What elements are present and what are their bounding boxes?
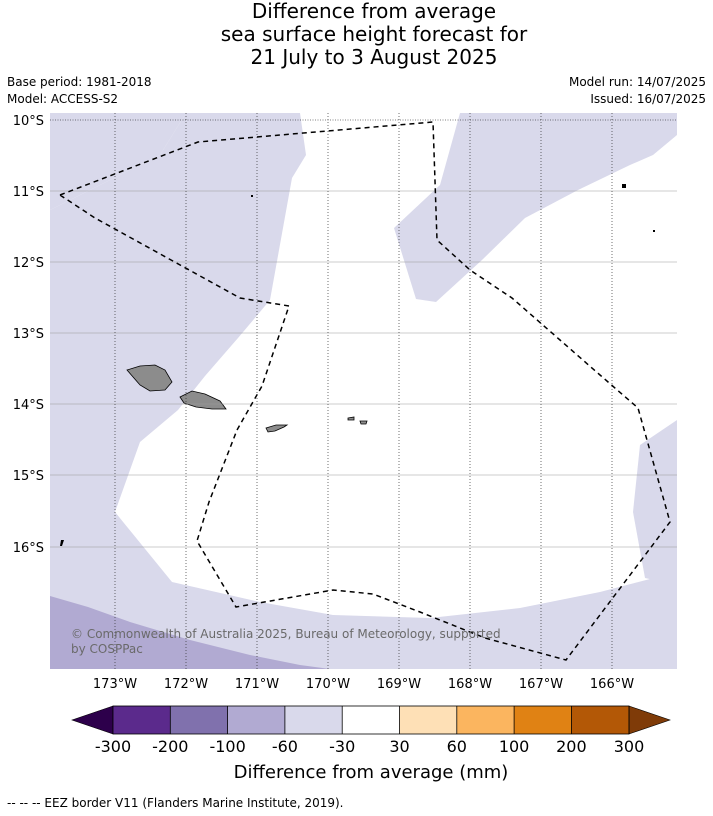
colorbar-segment — [456, 706, 515, 734]
latitude-labels: 10°S 11°S 12°S 13°S 14°S 15°S 16°S — [13, 114, 44, 556]
colorbar-segment — [571, 706, 629, 734]
colorbar-label: Difference from average (mm) — [234, 762, 509, 783]
colorbar-segment — [514, 706, 572, 734]
map-title: Difference from average sea surface heig… — [0, 0, 713, 69]
anomaly-region-west — [50, 113, 186, 210]
model-name: Model: ACCESS-S2 — [7, 92, 119, 106]
lon-label: 166°W — [590, 677, 634, 692]
colorbar-tick: -200 — [152, 737, 188, 756]
island-tutuila — [265, 424, 289, 433]
anomaly-region-northeast — [394, 113, 677, 302]
map-area: © Commonwealth of Australia 2025, Bureau… — [50, 113, 677, 669]
lon-label: 169°W — [377, 677, 421, 692]
lat-label: 16°S — [13, 541, 44, 556]
lon-label: 168°W — [448, 677, 492, 692]
lat-label: 13°S — [13, 327, 44, 342]
island-upolu — [179, 390, 227, 410]
eez-border — [59, 121, 671, 661]
colorbar-segment — [342, 706, 400, 734]
anomaly-region-south — [50, 596, 330, 669]
colorbar: -300 -200 -100 -60 -30 30 60 100 200 300… — [71, 705, 671, 783]
base-period: Base period: 1981-2018 — [7, 75, 152, 89]
lat-label: 12°S — [13, 256, 44, 271]
colorbar-tick: 200 — [556, 737, 587, 756]
model-run: Model run: 14/07/2025 — [568, 75, 706, 89]
colorbar-tick: -30 — [329, 737, 355, 756]
title-line-2: sea surface height forecast for — [220, 22, 528, 46]
title-line-1: Difference from average — [251, 0, 497, 23]
lon-label: 167°W — [519, 677, 563, 692]
colorbar-tick: 30 — [389, 737, 409, 756]
lat-label: 10°S — [13, 114, 44, 129]
colorbar-segment — [284, 706, 343, 734]
lat-label: 14°S — [13, 398, 44, 413]
colorbar-segment — [113, 706, 171, 734]
colorbar-tick: 100 — [499, 737, 530, 756]
meta-right: Model run: 14/07/2025 Issued: 16/07/2025 — [569, 74, 706, 108]
eez-footnote: -- -- -- EEZ border V11 (Flanders Marine… — [7, 796, 344, 810]
colorbar-high-extend — [628, 705, 671, 735]
colorbar-tick: 300 — [614, 737, 645, 756]
colorbar-low-extend — [71, 705, 114, 735]
lon-label: 173°W — [93, 677, 137, 692]
island-manua-2 — [359, 420, 368, 425]
lat-label: 15°S — [13, 469, 44, 484]
lon-label: 170°W — [306, 677, 350, 692]
colorbar-ticks: -300 -200 -100 -60 -30 30 60 100 200 300 — [95, 737, 644, 756]
anomaly-region-east — [633, 420, 677, 585]
issued-date: Issued: 16/07/2025 — [590, 92, 706, 106]
colorbar-tick: 60 — [447, 737, 467, 756]
latitude-gridlines — [50, 119, 677, 548]
colorbar-segment — [399, 706, 457, 734]
colorbar-segment — [170, 706, 228, 734]
longitude-labels: 173°W 172°W 171°W 170°W 169°W 168°W 167°… — [93, 677, 634, 692]
colorbar-tick: -100 — [209, 737, 245, 756]
title-line-3: 21 July to 3 August 2025 — [250, 45, 498, 69]
island-southwest — [60, 540, 64, 546]
lon-label: 171°W — [235, 677, 279, 692]
lon-label: 172°W — [164, 677, 208, 692]
copyright-line-2: by COSPPac — [71, 642, 143, 656]
colorbar-tick: -300 — [95, 737, 131, 756]
island-manua-1 — [347, 416, 355, 421]
anomaly-region-northwest — [50, 113, 677, 669]
meta-left: Base period: 1981-2018 Model: ACCESS-S2 — [7, 74, 152, 108]
lat-label: 11°S — [13, 185, 44, 200]
island-savaii — [126, 364, 173, 392]
island-small-east — [653, 230, 655, 232]
colorbar-segment — [227, 706, 285, 734]
colorbar-tick: -60 — [272, 737, 298, 756]
island-swains — [251, 195, 253, 197]
copyright-line-1: © Commonwealth of Australia 2025, Bureau… — [71, 627, 501, 641]
island-northeast — [622, 184, 626, 188]
